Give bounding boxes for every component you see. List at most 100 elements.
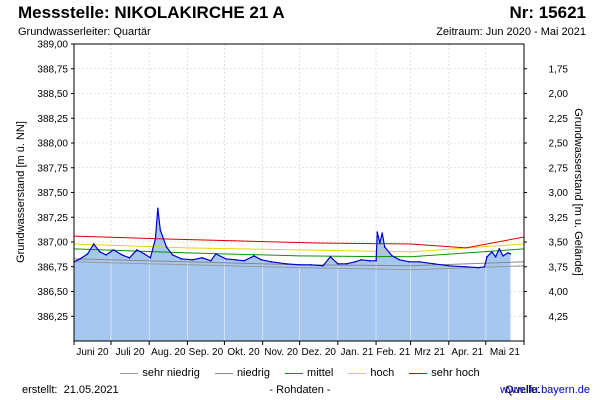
- y-axis-right: 1,75 2,00 2,25 2,50 2,75 3,00 3,25 3,50 3,75 4,00…: [524, 64, 568, 323]
- y-tick-label-right: 4,00: [549, 287, 569, 298]
- data-point: [143, 253, 146, 255]
- x-tick-label: Juni 20: [76, 347, 109, 358]
- data-point: [329, 256, 332, 258]
- data-status: - Rohdaten -: [269, 384, 331, 396]
- y-tick-label-left: 389,00: [37, 40, 68, 51]
- data-point: [210, 260, 212, 262]
- y-tick-label-left: 387,75: [37, 163, 68, 174]
- data-point: [92, 243, 95, 245]
- data-point: [298, 263, 301, 266]
- x-tick-label: Mrz 21: [414, 347, 445, 358]
- data-point: [483, 265, 486, 268]
- data-point: [171, 254, 174, 256]
- data-point: [136, 249, 138, 251]
- data-point: [285, 262, 287, 265]
- legend-item-hoch: hoch: [348, 367, 394, 379]
- y-tick-label-right: 1,75: [549, 64, 569, 75]
- station-number: Nr: 15621: [509, 3, 586, 22]
- data-point: [270, 261, 273, 263]
- data-point: [99, 251, 101, 253]
- y-tick-label-right: 4,25: [549, 312, 569, 323]
- source-link[interactable]: www.lfu.bayern.de: [500, 384, 590, 396]
- series-line-hoch: [73, 243, 525, 253]
- data-point: [128, 257, 131, 259]
- x-tick-label: Okt. 20: [227, 347, 260, 358]
- data-point: [418, 261, 421, 263]
- data-point: [191, 259, 194, 261]
- data-point: [337, 262, 339, 265]
- data-point: [154, 238, 157, 240]
- series-line-sehr-niedrig: [73, 261, 525, 271]
- y-tick-label-left: 387,25: [37, 213, 68, 224]
- data-point: [345, 262, 348, 265]
- data-point: [260, 259, 263, 261]
- source-label: Quelle:: [505, 384, 540, 396]
- data-point: [507, 252, 509, 254]
- x-tick-label: Aug. 20: [151, 347, 186, 358]
- x-tick-label: Dez. 20: [301, 347, 336, 358]
- y-tick-label-right: 3,00: [549, 188, 569, 199]
- legend: sehr niedrig niedrig mittel hoch sehr ho…: [0, 367, 600, 379]
- data-point: [201, 257, 204, 259]
- y-tick-label-left: 386,25: [37, 312, 68, 323]
- y-tick-label-right: 2,25: [549, 114, 569, 125]
- data-point: [376, 231, 379, 233]
- data-point: [354, 261, 356, 263]
- y-tick-label-right: 2,75: [549, 163, 569, 174]
- data-point: [360, 259, 363, 261]
- x-tick-label: Juli 20: [116, 347, 145, 358]
- data-point: [180, 258, 183, 260]
- data-point: [383, 246, 386, 248]
- data-point: [159, 229, 162, 231]
- data-point: [491, 251, 493, 253]
- data-point: [309, 263, 312, 266]
- data-point: [234, 259, 237, 261]
- data-point: [121, 254, 123, 256]
- y-tick-label-left: 386,50: [37, 287, 68, 298]
- data-point: [498, 248, 501, 250]
- y-tick-label-left: 386,75: [37, 262, 68, 273]
- data-point: [494, 256, 497, 258]
- data-point: [369, 260, 371, 262]
- data-point: [378, 242, 381, 244]
- data-point: [214, 253, 217, 255]
- source-link-wrap: www.lfu.bayern.de: [500, 384, 590, 396]
- x-tick-label: Mai 21: [490, 347, 520, 358]
- created-date: erstellt: 21.05.2021: [22, 384, 119, 396]
- legend-item-sehr-hoch: sehr hoch: [409, 367, 480, 379]
- series-line-sehr-hoch: [73, 235, 525, 249]
- y-tick-label-left: 388,25: [37, 114, 68, 125]
- y-tick-label-left: 388,50: [37, 89, 68, 100]
- data-point: [477, 266, 480, 269]
- data-point: [398, 259, 401, 261]
- created-value: 21.05.2021: [63, 384, 119, 396]
- y-tick-label-right: 2,50: [549, 139, 569, 150]
- data-point: [112, 249, 115, 251]
- data-point: [79, 258, 81, 260]
- data-point: [224, 258, 227, 260]
- legend-item-mittel: mittel: [285, 367, 333, 379]
- data-point: [165, 246, 168, 248]
- period-label: Zeitraum: Jun 2020 - Mai 2021: [436, 26, 586, 38]
- station-title: Messstelle: NIKOLAKIRCHE 21 A: [18, 3, 285, 22]
- x-axis: Juni 20 Juli 20 Aug. 20 Sep. 20 Okt. 20 Nov. …: [73, 341, 525, 358]
- data-point: [243, 260, 245, 262]
- data-point: [447, 264, 450, 267]
- y-axis-left: 389,00 388,75 388,50 388,25 388,00 387,75 387,…: [37, 40, 74, 323]
- y-tick-label-right: 3,25: [549, 213, 569, 224]
- data-point: [509, 253, 512, 255]
- chart-lines-layer: [73, 207, 525, 271]
- data-point: [433, 262, 435, 265]
- x-tick-label: Jan. 21: [341, 347, 374, 358]
- y-tick-label-left: 388,75: [37, 64, 68, 75]
- y-tick-label-right: 3,50: [549, 238, 569, 249]
- y-axis-right-label: Grundwasserstand [m u. Gelände]: [572, 108, 584, 276]
- y-tick-label-right: 2,00: [549, 89, 569, 100]
- data-point: [486, 256, 488, 258]
- y-axis-left-label: Grundwasserstand [m ü. NN]: [15, 121, 27, 263]
- y-tick-label-left: 387,00: [37, 238, 68, 249]
- data-point: [149, 257, 152, 259]
- series-rohdaten-area: [74, 208, 511, 341]
- x-tick-label: Feb. 21: [376, 347, 410, 358]
- data-point: [502, 255, 504, 257]
